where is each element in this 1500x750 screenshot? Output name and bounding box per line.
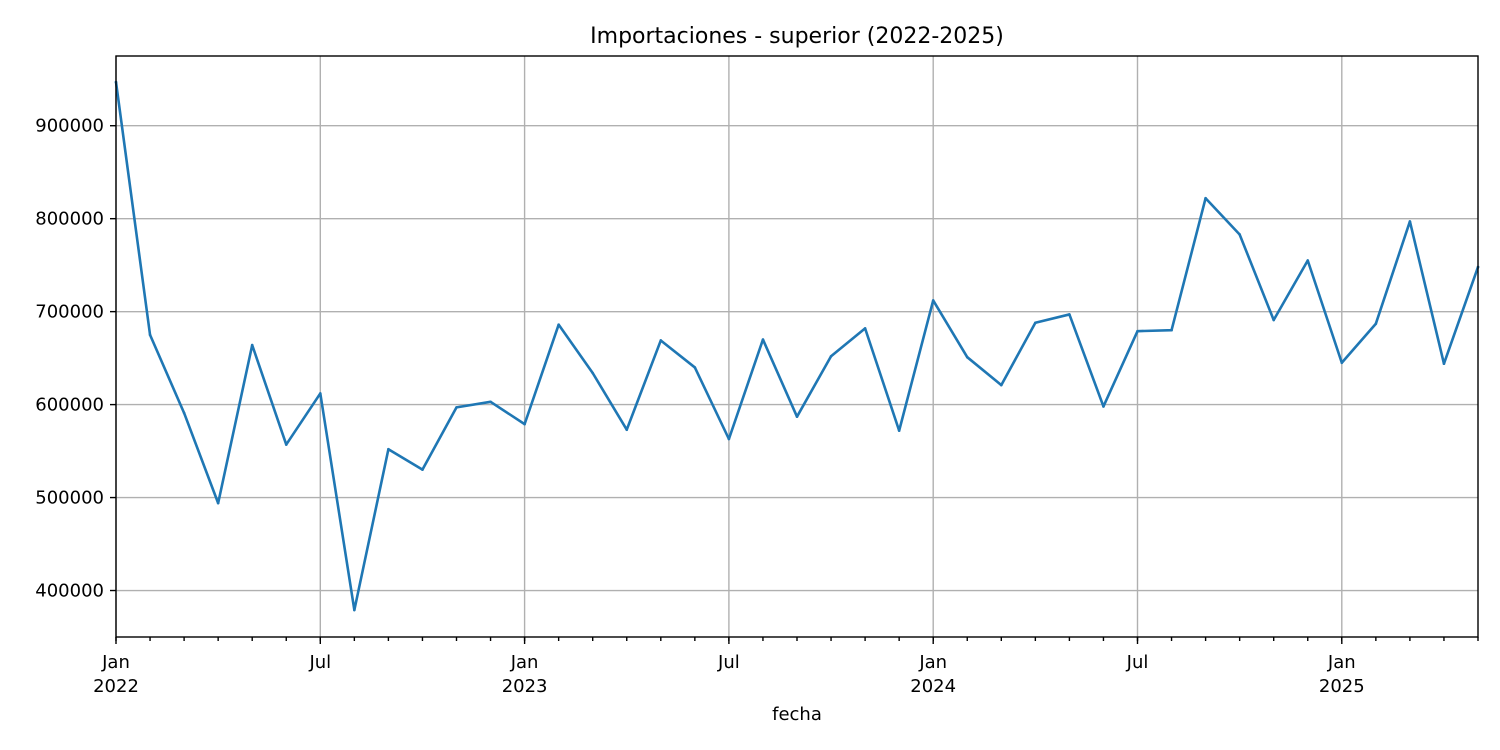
data-point (523, 422, 526, 426)
data-point (284, 443, 288, 446)
x-axis-label: fecha (772, 704, 822, 725)
data-point (1204, 196, 1207, 200)
data-point (489, 400, 492, 404)
data-point (761, 338, 765, 341)
grid (115, 56, 1478, 637)
data-point (216, 501, 220, 505)
x-tick-label: Jan (510, 652, 539, 673)
data-point (1374, 322, 1378, 326)
data-point (1238, 233, 1241, 236)
y-tick-label: 800000 (35, 209, 104, 230)
x-tick-year-label: 2024 (910, 676, 956, 697)
data-point (421, 468, 424, 471)
data-point (1068, 313, 1071, 316)
data-point (727, 437, 731, 441)
series-layer (114, 80, 1480, 612)
data-point (1102, 405, 1105, 408)
x-tick-label: Jul (308, 652, 331, 673)
y-tick-label: 400000 (35, 581, 104, 602)
y-tick-label: 900000 (35, 116, 104, 137)
data-point (863, 327, 867, 330)
y-tick-label: 700000 (35, 302, 104, 323)
x-tick-label: Jan (1327, 652, 1356, 673)
data-point (1442, 362, 1446, 365)
x-tick-label: Jul (717, 652, 740, 673)
data-point (319, 392, 322, 395)
data-point (1306, 259, 1310, 262)
x-tick-year-label: 2022 (93, 676, 139, 697)
data-point (897, 429, 901, 432)
y-tick-label: 600000 (35, 395, 104, 416)
data-point (625, 428, 629, 431)
x-axis: Jan 2022 Jul Jan 2023 Jul Jan 2024 Jul Jan 2025 (93, 637, 1479, 697)
data-point (455, 406, 458, 409)
data-point (591, 371, 594, 375)
data-point (1000, 383, 1003, 387)
x-tick-label: Jan (101, 652, 130, 673)
data-point (1034, 321, 1037, 325)
data-point (693, 366, 697, 369)
data-point (965, 355, 969, 359)
x-tick-year-label: 2025 (1319, 676, 1365, 697)
data-point (148, 333, 152, 337)
data-point (1136, 329, 1139, 333)
data-point (250, 343, 254, 347)
chart-title: Importaciones - superior (2022-2025) (590, 24, 1004, 49)
data-point (353, 608, 356, 612)
data-point (931, 299, 935, 302)
data-point (659, 339, 663, 342)
y-axis: 400000 500000 600000 700000 800000 900000 (35, 116, 116, 602)
data-point (795, 415, 799, 418)
data-point (1408, 220, 1412, 223)
data-point (387, 447, 390, 451)
x-tick-year-label: 2023 (502, 676, 548, 697)
data-point (557, 323, 560, 326)
data-point (182, 411, 186, 415)
data-point (829, 354, 833, 358)
x-tick-label: Jan (918, 652, 947, 673)
y-tick-label: 500000 (35, 488, 104, 509)
x-tick-label: Jul (1126, 652, 1149, 673)
data-point (1272, 318, 1275, 322)
data-point (1340, 361, 1344, 365)
data-point (1170, 328, 1173, 332)
